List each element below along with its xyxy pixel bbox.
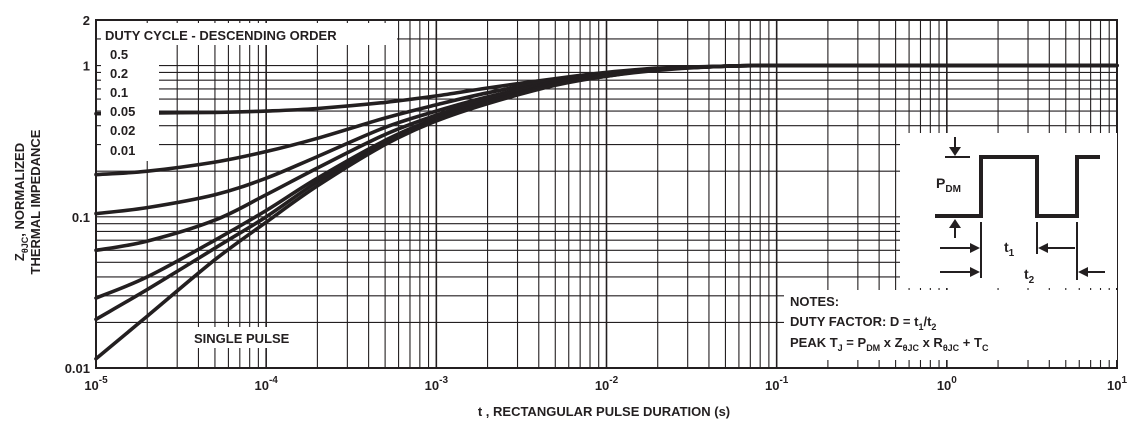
t1-arrow-left-head xyxy=(970,243,980,253)
x-axis-title: t , RECTANGULAR PULSE DURATION (s) xyxy=(478,404,730,419)
pulse-diagram: PDM t1 t2 xyxy=(900,133,1117,288)
single-pulse-backdrop xyxy=(186,327,316,348)
pdm-arrow-top-head xyxy=(949,147,961,156)
notes-backdrop xyxy=(784,290,1117,360)
x-tick-label: 101 xyxy=(1107,375,1127,393)
legend-item: 0.05 xyxy=(110,104,135,119)
pulse-waveform xyxy=(935,155,1100,218)
x-tick-label: 10-5 xyxy=(84,375,108,393)
single-pulse-label: SINGLE PULSE xyxy=(194,331,290,346)
x-tick-label: 10-2 xyxy=(595,375,619,393)
pdm-arrow-bottom-head xyxy=(949,219,961,228)
notes-block: NOTES: DUTY FACTOR: D = t1/t2 PEAK TJ = … xyxy=(784,290,1117,360)
t2-arrow-left-head xyxy=(970,267,980,277)
y-axis-title: ZθJC, NORMALIZED THERMAL IMPEDANCE xyxy=(12,129,43,274)
y-axis-title-line1: ZθJC, NORMALIZED xyxy=(12,143,30,261)
legend-item: 0.02 xyxy=(110,123,135,138)
y-tick-label: 2 xyxy=(83,13,90,28)
series-line xyxy=(94,63,1119,361)
x-tick-label: 10-3 xyxy=(425,375,449,393)
y-tick-label: 0.1 xyxy=(72,210,90,225)
t2-arrow-right-head xyxy=(1078,267,1088,277)
notes-duty-factor: DUTY FACTOR: D = t1/t2 xyxy=(790,314,936,332)
y-tick-label: 1 xyxy=(83,59,90,74)
t1-label: t1 xyxy=(1004,239,1015,259)
legend-list-backdrop xyxy=(101,45,159,161)
x-tick-label: 10-4 xyxy=(254,375,278,393)
legend-item: 0.2 xyxy=(110,66,128,81)
notes-peak-tj: PEAK TJ = PDM x ZθJC x RθJC + TC xyxy=(790,335,989,353)
series-curves xyxy=(94,63,1119,361)
y-axis-title-line2: THERMAL IMPEDANCE xyxy=(28,129,43,274)
notes-title: NOTES: xyxy=(790,294,839,309)
x-tick-label: 10-1 xyxy=(765,375,789,393)
t1-arrow-right-head xyxy=(1038,243,1048,253)
legend-item: 0.01 xyxy=(110,143,135,158)
legend-item: 0.5 xyxy=(110,47,128,62)
y-tick-label: 0.01 xyxy=(65,361,90,376)
pdm-label: PDM xyxy=(936,175,961,195)
legend-item: 0.1 xyxy=(110,85,128,100)
legend-title: DUTY CYCLE - DESCENDING ORDER xyxy=(105,28,337,43)
t2-label: t2 xyxy=(1024,266,1035,286)
legend-title-backdrop xyxy=(101,23,397,45)
x-tick-label: 100 xyxy=(937,375,957,393)
